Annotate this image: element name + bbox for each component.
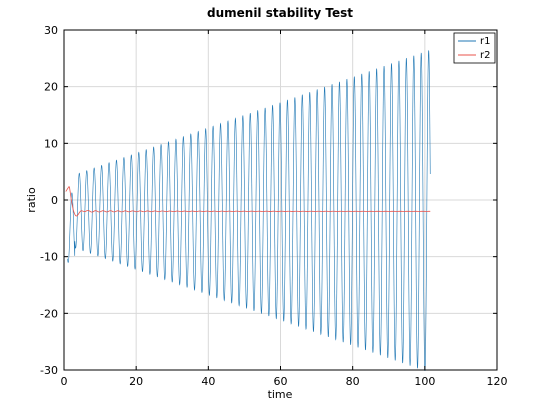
x-tick-label: 120 [487,375,508,388]
y-axis-label: ratio [25,187,38,213]
x-tick-label: 100 [414,375,435,388]
x-tick-label: 40 [201,375,215,388]
y-tick-label: 30 [44,24,58,37]
chart-title: dumenil stability Test [207,6,353,20]
x-tick-label: 60 [274,375,288,388]
y-tick-label: -30 [40,364,58,377]
x-axis-label: time [268,388,293,401]
grid [63,29,498,371]
y-tick-label: 0 [51,194,58,207]
y-tick-label: 10 [44,137,58,150]
series-layer [65,50,431,372]
series-line-r2 [65,186,431,217]
legend-label-r1: r1 [480,36,490,47]
y-tick-label: -10 [40,251,58,264]
series-line-r1 [67,50,431,372]
y-tick-label: 20 [44,81,58,94]
x-tick-label: 20 [129,375,143,388]
legend-box [453,32,496,64]
legend-label-r2: r2 [480,50,490,61]
y-tick-label: -20 [40,307,58,320]
x-tick-label: 0 [61,375,68,388]
legend: r1 r2 [453,32,496,64]
x-tick-label: 80 [346,375,360,388]
tick-layer: 0 20 40 60 80 100 120 -30 -20 -10 0 10 20 30 [40,24,507,388]
